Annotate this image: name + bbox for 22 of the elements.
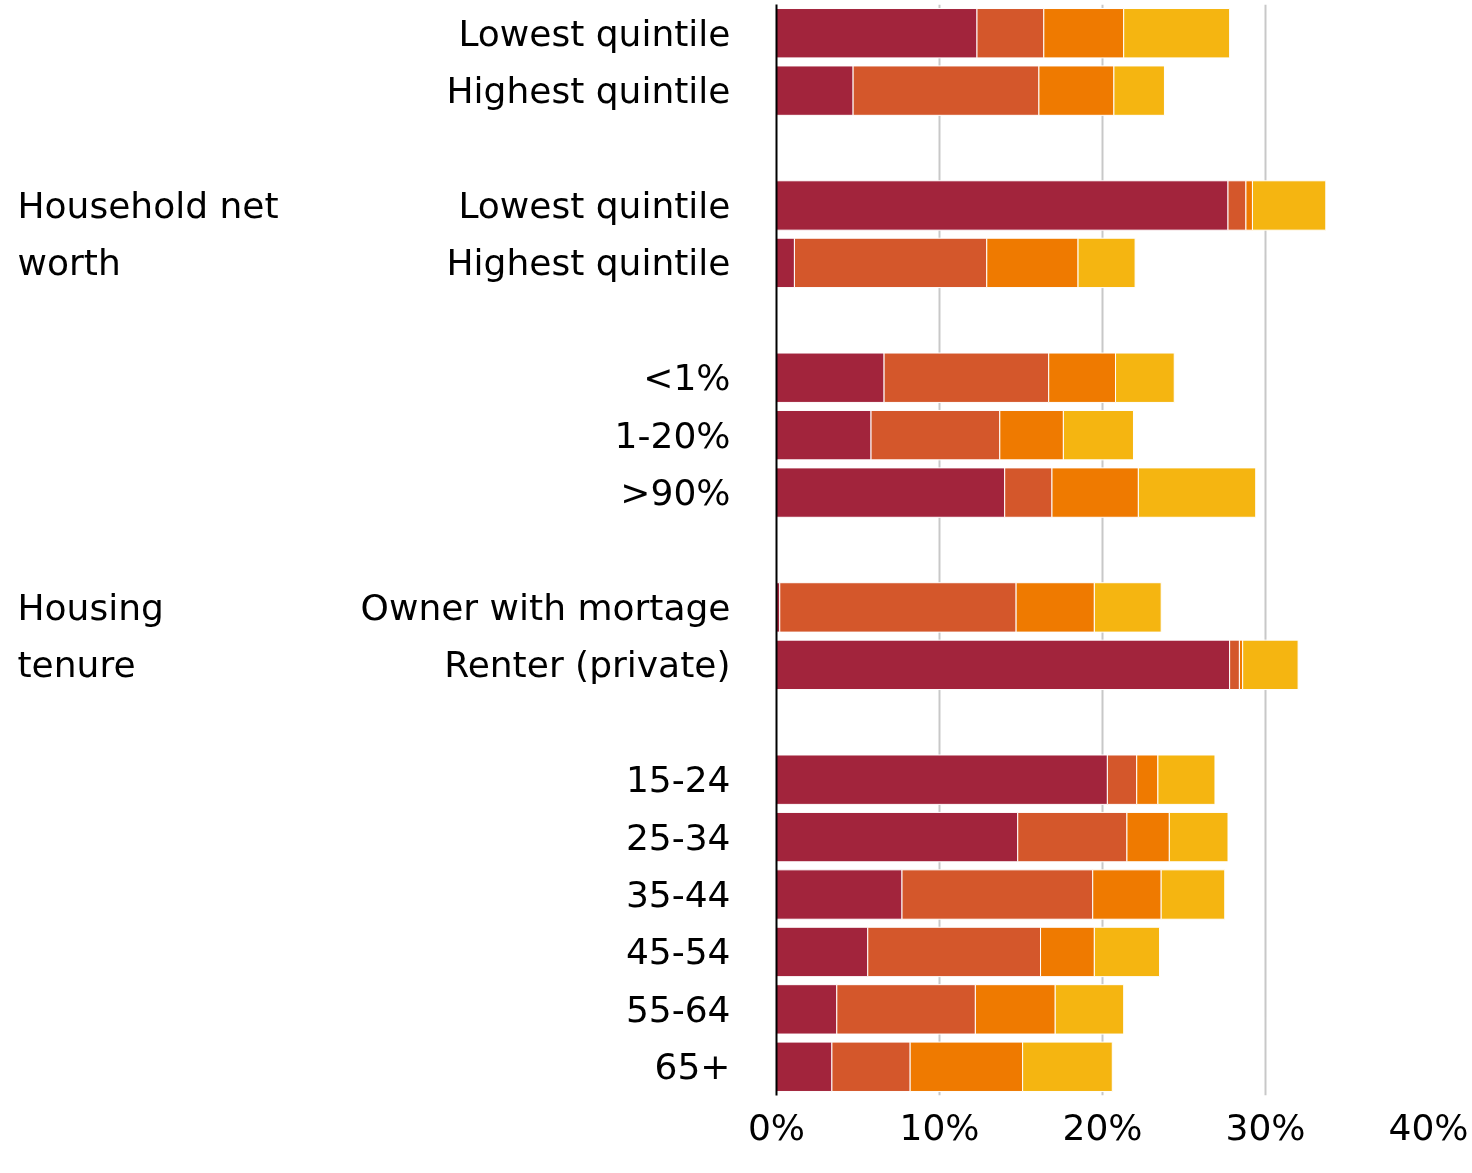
- y-tick-label: Highest quintile: [446, 70, 731, 112]
- x-tick-label: 10%: [899, 1106, 980, 1148]
- x-tick-label: 0%: [747, 1106, 806, 1148]
- y-tick-label: Lowest quintile: [458, 12, 731, 54]
- y-tick-label: 45-54: [625, 931, 731, 973]
- y-tick-label: 15-24: [625, 759, 731, 801]
- y-tick-label: 65+: [654, 1046, 731, 1088]
- text: Household net worth: [17, 184, 279, 284]
- text: Housing tenure: [17, 586, 164, 686]
- x-tick-label: 40%: [1388, 1106, 1469, 1148]
- x-tick-label: 20%: [1062, 1106, 1143, 1148]
- y-tick-label: 1-20%: [614, 414, 731, 456]
- x-tick-label: 30%: [1225, 1106, 1306, 1148]
- y-tick-label: 25-34: [625, 816, 731, 858]
- y-tick-label: Highest quintile: [446, 242, 731, 284]
- y-tick-label: 35-44: [625, 874, 731, 916]
- y-tick-label: Owner with mortage: [360, 586, 731, 628]
- y-tick-label: Lowest quintile: [458, 184, 731, 226]
- y-tick-label: <1%: [643, 357, 731, 399]
- y-tick-label: >90%: [620, 472, 731, 514]
- y-tick-label: Renter (private): [444, 644, 731, 686]
- y-tick-label: 55-64: [625, 988, 731, 1030]
